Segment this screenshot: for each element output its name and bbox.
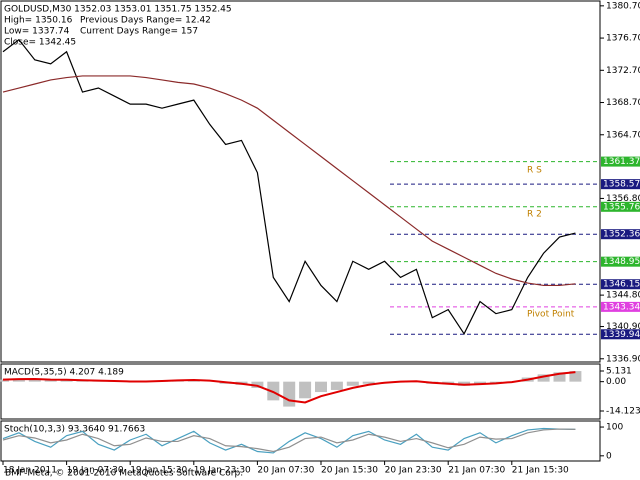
histogram-bar [458, 381, 471, 386]
histogram-bar [474, 381, 486, 384]
level-box [601, 201, 640, 212]
level-box [601, 301, 640, 312]
annotation: R 2 [527, 210, 542, 220]
info-text: High= 1350.16 [4, 16, 73, 26]
histogram-bar [537, 374, 550, 382]
histogram-bar [28, 379, 41, 382]
annotation: R S [527, 166, 542, 176]
x-tick-label: 20 Jan 23:30 [385, 466, 442, 476]
x-tick-label: 20 Jan 07:30 [257, 466, 314, 476]
level-box [601, 229, 640, 240]
stoch-panel [0, 420, 601, 462]
level-label: 1348.95 [603, 257, 640, 267]
footer: BMF-Meta, © 2001-2010 MetaQuotes Softwar… [5, 469, 243, 479]
histogram-bar [553, 372, 566, 382]
level-box [601, 179, 640, 190]
y-tick-label: 1376.70 [606, 34, 640, 44]
level-label: 1343.34 [603, 302, 640, 312]
info-text: Close= 1342.45 [4, 38, 76, 48]
x-tick-label: 19 Jan 23:30 [194, 466, 251, 476]
x-tick-label: 21 Jan 15:30 [512, 466, 569, 476]
level-label: 1346.15 [603, 280, 640, 290]
y-tick-label: 100 [606, 423, 623, 433]
series-line [2, 371, 576, 404]
x-tick-label: 18 Jan 2011 [3, 466, 57, 476]
level-label: 1355.76 [603, 202, 640, 212]
y-tick-label: 1340.90 [606, 322, 640, 332]
y-tick-label: 0 [606, 451, 612, 461]
histogram-bar [569, 371, 582, 382]
level-box [601, 256, 640, 267]
level-box [601, 329, 640, 340]
y-tick-label: 1372.70 [606, 66, 640, 76]
series-line [2, 427, 576, 454]
y-tick-label: 1336.90 [606, 354, 640, 364]
panel-title: Stoch(10,3,3) 93.3640 91.7663 [4, 425, 145, 435]
y-tick-label: 1364.70 [606, 130, 640, 140]
series-line [2, 428, 576, 453]
histogram-bar [346, 381, 359, 386]
histogram-bar [251, 381, 264, 388]
x-tick-label: 21 Jan 07:30 [448, 466, 505, 476]
level-box [601, 156, 640, 167]
histogram-bar [44, 379, 57, 382]
panel-title: MACD(5,35,5) 4.207 4.189 [4, 368, 124, 378]
y-tick-label: 1368.70 [606, 98, 640, 108]
panel-title: GOLDUSD,M30 1352.03 1353.01 1351.75 1352… [4, 5, 232, 15]
annotation: Pivot Point [527, 310, 575, 320]
histogram-bar [0, 379, 9, 382]
histogram-bar [299, 381, 312, 399]
level-label: 1358.57 [603, 180, 640, 190]
x-tick-label: 19 Jan 07:30 [67, 466, 124, 476]
level-label: 1361.37 [603, 157, 640, 167]
histogram-bar [362, 381, 375, 384]
y-tick-label: 1344.80 [606, 291, 640, 301]
level-label: 1352.36 [603, 230, 640, 240]
series-line [2, 38, 576, 336]
level-box [601, 279, 640, 290]
y-tick-label: 1356.80 [606, 194, 640, 204]
y-tick-label: 5.131 [606, 367, 632, 377]
histogram-bar [330, 381, 343, 390]
macd-panel [0, 363, 601, 420]
y-tick-label: 1380.70 [606, 1, 640, 11]
x-tick-label: 19 Jan 15:30 [130, 466, 187, 476]
info-text: Low= 1337.74 [4, 27, 70, 37]
y-tick-label: 0.00 [606, 377, 626, 387]
x-tick-label: 20 Jan 15:30 [321, 466, 378, 476]
y-tick-label: -14.123 [606, 407, 640, 417]
info-text: Current Days Range= 157 [80, 27, 198, 37]
main-panel [0, 0, 601, 363]
level-label: 1339.94 [603, 330, 640, 340]
series-line [2, 75, 576, 287]
histogram-bar [315, 381, 327, 393]
info-text: Previous Days Range= 12.42 [80, 16, 211, 26]
histogram-bar [489, 381, 502, 383]
histogram-bar [283, 381, 296, 407]
